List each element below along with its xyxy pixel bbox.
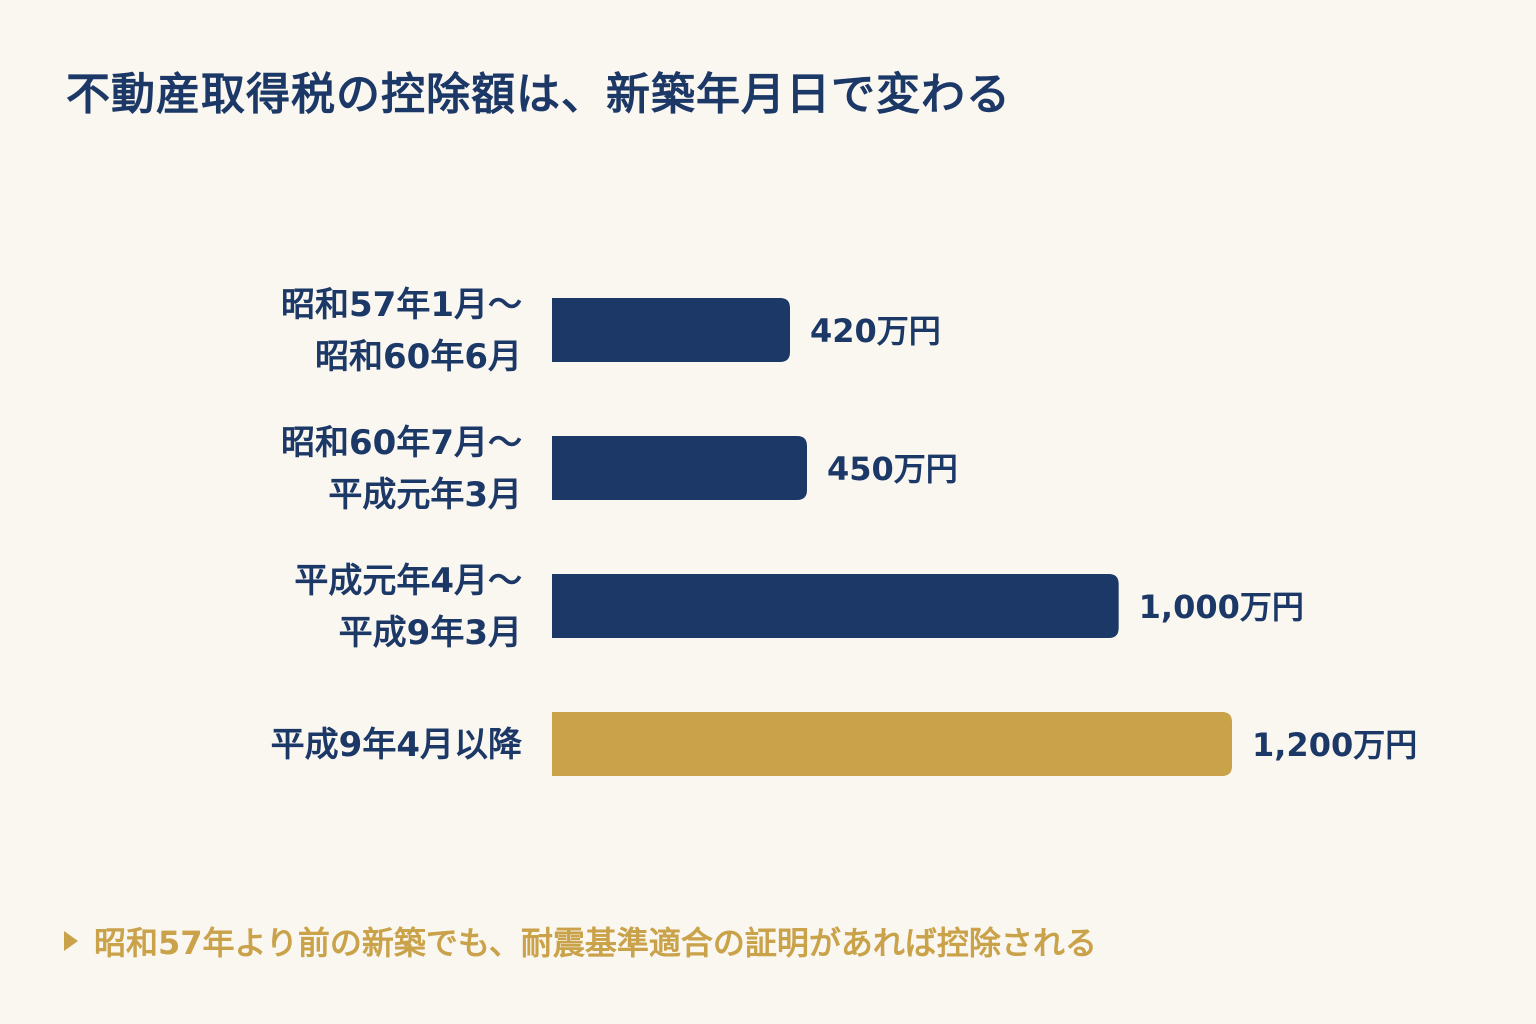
category-label-3-line-0: 平成9年4月以降 bbox=[271, 725, 523, 765]
triangle-bullet-icon bbox=[64, 931, 78, 951]
chart-title: 不動産取得税の控除額は、新築年月日で変わる bbox=[66, 69, 1011, 120]
value-label-2: 1,000万円 bbox=[1139, 588, 1304, 626]
bar-2 bbox=[552, 574, 1119, 638]
category-label-2-line-1: 平成9年3月 bbox=[339, 613, 522, 653]
bar-1 bbox=[552, 436, 807, 500]
bar-3 bbox=[552, 712, 1232, 776]
category-label-0-line-1: 昭和60年6月 bbox=[315, 337, 522, 377]
value-label-0: 420万円 bbox=[810, 312, 941, 350]
category-label-2-line-0: 平成元年4月〜 bbox=[294, 561, 522, 601]
footnote-text: 昭和57年より前の新築でも、耐震基準適合の証明があれば控除される bbox=[94, 924, 1097, 962]
category-label-1-line-0: 昭和60年7月〜 bbox=[281, 423, 522, 463]
category-label-1-line-1: 平成元年3月 bbox=[328, 475, 522, 515]
bar-0 bbox=[552, 298, 790, 362]
value-label-1: 450万円 bbox=[827, 450, 958, 488]
footnote: 昭和57年より前の新築でも、耐震基準適合の証明があれば控除される bbox=[64, 918, 1097, 964]
value-label-3: 1,200万円 bbox=[1252, 726, 1417, 764]
category-label-0-line-0: 昭和57年1月〜 bbox=[281, 285, 522, 325]
